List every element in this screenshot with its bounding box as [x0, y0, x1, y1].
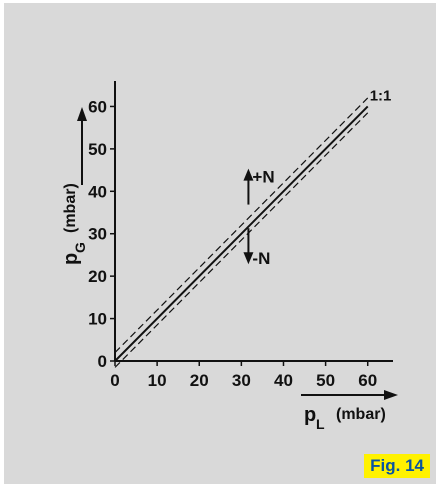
y-axis-label-group: pG (mbar): [60, 183, 88, 265]
x-tick-label: 0: [110, 371, 119, 390]
series-label: 1:1: [370, 87, 392, 104]
x-tick-label: 10: [148, 371, 167, 390]
axis-labels: p L(mbar)pG(mbar): [60, 107, 398, 432]
figure-panel: 1:1 0 10 20 30 40 50 60 0 10 20 30 40 50 60 p L (mbar) p…: [4, 3, 436, 484]
y-tick-label: 60: [88, 97, 107, 116]
y-tick-label: 40: [88, 182, 107, 201]
series-line-tolerance: [114, 97, 369, 353]
annotations: +N -N: [243, 168, 275, 268]
y-tick-label: 30: [88, 225, 107, 244]
y-tick-label: 50: [88, 140, 107, 159]
x-axis-label-subscript: L: [316, 416, 325, 432]
x-axis-label-unit: (mbar): [336, 406, 386, 423]
y-tick-label: 20: [88, 267, 107, 286]
series-line-1to1: [114, 105, 369, 362]
x-tick-label: 60: [358, 371, 377, 390]
y-axis-label: p: [60, 253, 82, 265]
series-lines: 1:1: [114, 87, 392, 368]
x-label-arrow-head: [384, 390, 398, 400]
y-tick-label: 10: [88, 310, 107, 329]
figure-label: Fig. 14: [364, 454, 430, 478]
y-axis-label-subscript: G: [72, 242, 88, 253]
series-line-tolerance: [114, 112, 369, 368]
y-tick-label: 0: [98, 352, 107, 371]
annotation-arrowhead-up: [243, 168, 254, 181]
x-tick-label: 20: [190, 371, 209, 390]
x-tick-label: 40: [274, 371, 293, 390]
y-label-arrow-head: [77, 107, 87, 121]
axes: [110, 81, 393, 366]
x-tick-label: 30: [232, 371, 251, 390]
annotation-label: -N: [252, 249, 270, 268]
annotation-label: +N: [252, 168, 274, 187]
annotation-arrowhead-down: [243, 252, 254, 265]
y-axis-label-unit: (mbar): [62, 183, 79, 233]
x-tick-label: 50: [316, 371, 335, 390]
x-axis-label: p: [304, 404, 316, 426]
tick-labels: 0 10 20 30 40 50 60 0 10 20 30 40 50 60: [88, 97, 377, 390]
